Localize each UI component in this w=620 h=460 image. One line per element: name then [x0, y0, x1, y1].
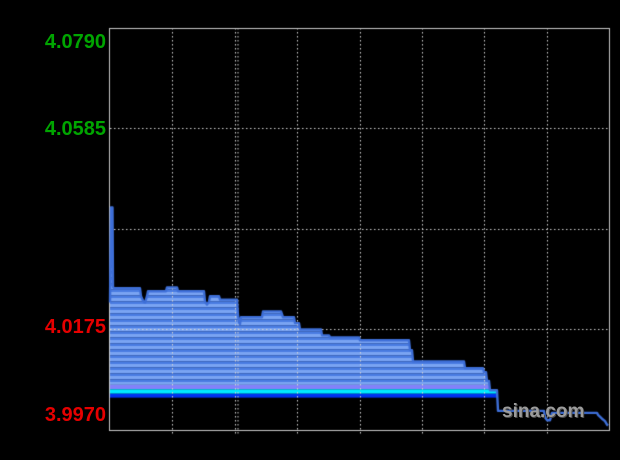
y-axis-label-lower-mid: 4.0175	[44, 316, 106, 338]
sina-watermark: sina.com	[502, 401, 585, 422]
y-axis-label-upper-mid: 4.0585	[44, 118, 106, 140]
y-axis-label-high: 4.0790	[44, 31, 106, 53]
y-axis-label-low: 3.9970	[44, 404, 106, 426]
